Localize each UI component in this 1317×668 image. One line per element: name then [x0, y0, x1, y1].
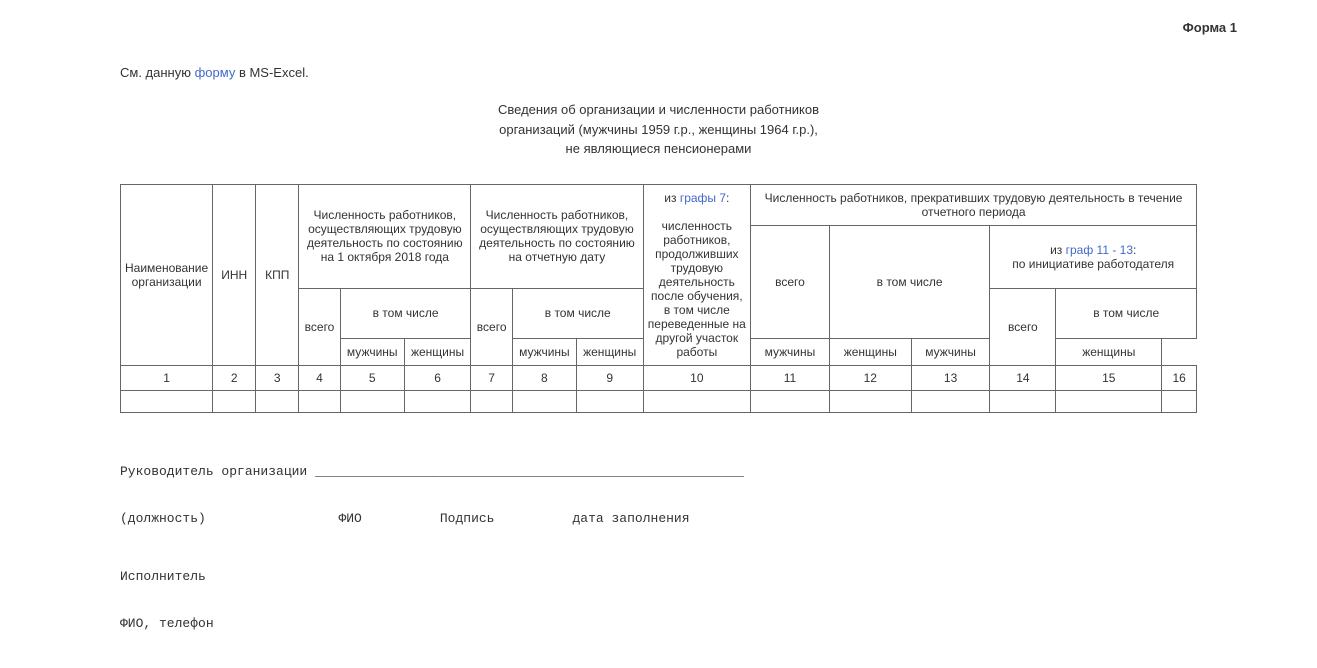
num-14: 14: [990, 365, 1056, 390]
cell-1[interactable]: [121, 390, 213, 412]
cell-12[interactable]: [829, 390, 911, 412]
cell-7[interactable]: [471, 390, 513, 412]
cell-3[interactable]: [256, 390, 299, 412]
excel-note: См. данную форму в MS-Excel.: [120, 65, 1287, 80]
hdr-org-name: Наименование организации: [121, 184, 213, 365]
hdr-c11-vtom: в том числе: [829, 225, 990, 338]
hdr-c6-women: женщины: [404, 338, 471, 365]
main-table: Наименование организации ИНН КПП Численн…: [120, 184, 1197, 413]
hdr-kpp: КПП: [256, 184, 299, 365]
num-3: 3: [256, 365, 299, 390]
excel-suffix: в MS-Excel.: [235, 65, 308, 80]
num-6: 6: [404, 365, 471, 390]
hdr-count-report: Численность работников, осуществляющих т…: [471, 184, 643, 289]
hdr-c5-men: мужчины: [340, 338, 404, 365]
hdr-col14: из граф 11 - 13: по инициативе работодат…: [990, 225, 1197, 289]
number-row: 1 2 3 4 5 6 7 8 9 10 11 12 13 14 15 16: [121, 365, 1197, 390]
hdr-c13-women: женщины: [829, 338, 911, 365]
hdr-terminated: Численность работников, прекративших тру…: [751, 184, 1197, 225]
hdr-c15-men: мужчины: [911, 338, 990, 365]
sig-head-label: Руководитель организации: [120, 464, 307, 479]
hdr-c14-vsego: всего: [990, 289, 1056, 366]
cell-2[interactable]: [213, 390, 256, 412]
col10-link[interactable]: графы 7: [680, 191, 726, 205]
cell-11[interactable]: [751, 390, 830, 412]
sig-sign: Подпись: [440, 511, 495, 526]
cell-14[interactable]: [990, 390, 1056, 412]
hdr-c7-vsego: всего: [471, 289, 513, 366]
main-table-wrapper: Наименование организации ИНН КПП Численн…: [120, 184, 1197, 413]
form-number: Форма 1: [30, 20, 1287, 35]
hdr-c4-vtom: в том числе: [340, 289, 471, 339]
header-row-1: Наименование организации ИНН КПП Численн…: [121, 184, 1197, 225]
sig-head: Руководитель организации _______________…: [120, 463, 1287, 481]
cell-4[interactable]: [299, 390, 341, 412]
cell-5[interactable]: [340, 390, 404, 412]
excel-prefix: См. данную: [120, 65, 195, 80]
sig-date: дата заполнения: [573, 511, 690, 526]
num-13: 13: [911, 365, 990, 390]
sig-exec: Исполнитель: [120, 568, 1287, 586]
col10-body: численность работников, продолживших тру…: [648, 219, 746, 359]
sig-underline: (должность) ФИО Подпись дата заполнения: [120, 510, 1287, 528]
cell-15[interactable]: [1056, 390, 1162, 412]
hdr-c12-men: мужчины: [751, 338, 830, 365]
hdr-c7-vtom: в том числе: [512, 289, 643, 339]
cell-6[interactable]: [404, 390, 471, 412]
num-9: 9: [576, 365, 643, 390]
num-11: 11: [751, 365, 830, 390]
hdr-inn: ИНН: [213, 184, 256, 365]
cell-10[interactable]: [643, 390, 751, 412]
page-title: Сведения об организации и численности ра…: [30, 100, 1287, 159]
num-4: 4: [299, 365, 341, 390]
col14-link[interactable]: граф 11 - 13: [1066, 243, 1133, 257]
hdr-c8-men: мужчины: [512, 338, 576, 365]
num-10: 10: [643, 365, 751, 390]
sig-post: (должность): [120, 511, 206, 526]
col14-prefix: из: [1050, 243, 1066, 257]
num-1: 1: [121, 365, 213, 390]
hdr-c14-vtom: в том числе: [1056, 289, 1197, 339]
num-12: 12: [829, 365, 911, 390]
hdr-col10: из графы 7: численность работников, прод…: [643, 184, 751, 365]
col10-colon: :: [726, 191, 729, 205]
cell-9[interactable]: [576, 390, 643, 412]
col10-prefix: из: [664, 191, 680, 205]
num-2: 2: [213, 365, 256, 390]
sig-exec2: ФИО, телефон: [120, 615, 1287, 633]
hdr-c4-vsego: всего: [299, 289, 341, 366]
title-line-1: Сведения об организации и численности ра…: [30, 100, 1287, 120]
num-5: 5: [340, 365, 404, 390]
hdr-c9-women: женщины: [576, 338, 643, 365]
hdr-c11-vsego: всего: [751, 225, 830, 338]
col14-colon: :: [1133, 243, 1136, 257]
col14-body: по инициативе работодателя: [1012, 257, 1174, 271]
cell-13[interactable]: [911, 390, 990, 412]
cell-8[interactable]: [512, 390, 576, 412]
num-7: 7: [471, 365, 513, 390]
signature-block: Руководитель организации _______________…: [120, 433, 1287, 648]
hdr-c16-women: женщины: [1056, 338, 1162, 365]
title-line-3: не являющиеся пенсионерами: [30, 139, 1287, 159]
num-16: 16: [1162, 365, 1197, 390]
data-row: [121, 390, 1197, 412]
excel-link[interactable]: форму: [195, 65, 236, 80]
num-15: 15: [1056, 365, 1162, 390]
sig-fio: ФИО: [338, 511, 361, 526]
hdr-count-oct: Численность работников, осуществляющих т…: [299, 184, 471, 289]
cell-16[interactable]: [1162, 390, 1197, 412]
num-8: 8: [512, 365, 576, 390]
title-line-2: организаций (мужчины 1959 г.р., женщины …: [30, 120, 1287, 140]
